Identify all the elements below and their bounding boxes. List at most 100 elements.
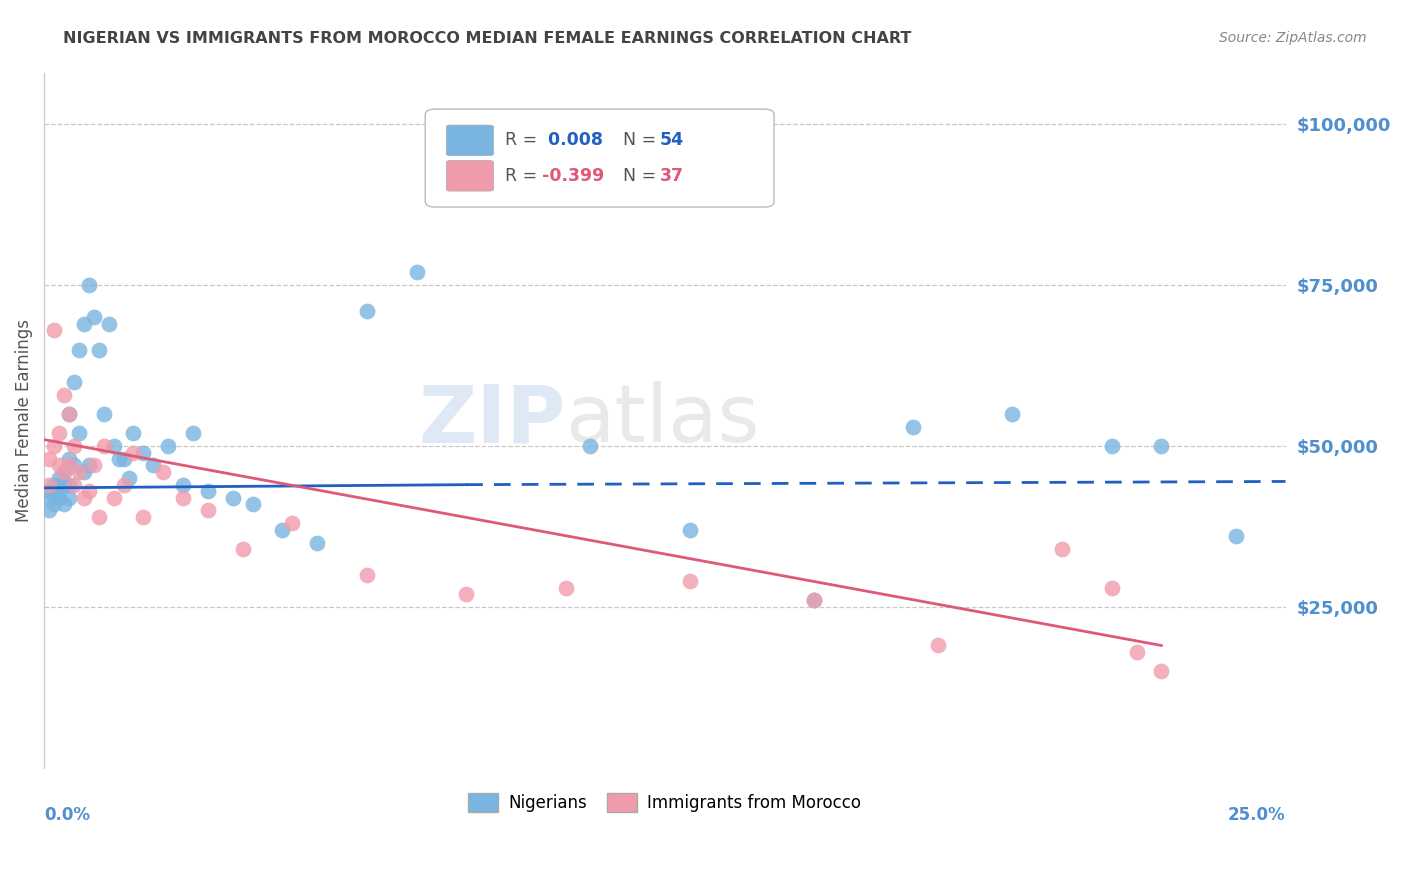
Point xyxy=(1101,439,1123,453)
Point xyxy=(112,477,135,491)
Point xyxy=(73,491,96,505)
Point xyxy=(112,452,135,467)
Point xyxy=(1101,581,1123,595)
Point xyxy=(58,407,80,421)
Text: Source: ZipAtlas.com: Source: ZipAtlas.com xyxy=(1219,31,1367,45)
Point xyxy=(97,317,120,331)
Point xyxy=(83,310,105,325)
Point xyxy=(83,458,105,473)
Point xyxy=(1150,439,1173,453)
Point xyxy=(405,265,427,279)
Point xyxy=(157,439,180,453)
Point xyxy=(456,587,478,601)
Point xyxy=(87,343,110,357)
Point xyxy=(181,426,204,441)
Point xyxy=(53,465,76,479)
Point xyxy=(232,541,254,556)
Point xyxy=(927,639,949,653)
Text: N =: N = xyxy=(623,131,661,149)
Point xyxy=(356,567,378,582)
Point xyxy=(803,593,825,607)
Text: NIGERIAN VS IMMIGRANTS FROM MOROCCO MEDIAN FEMALE EARNINGS CORRELATION CHART: NIGERIAN VS IMMIGRANTS FROM MOROCCO MEDI… xyxy=(63,31,911,46)
Point xyxy=(38,452,60,467)
Point xyxy=(63,458,86,473)
Point xyxy=(1225,529,1247,543)
Point xyxy=(197,484,219,499)
Point xyxy=(197,503,219,517)
Legend: Nigerians, Immigrants from Morocco: Nigerians, Immigrants from Morocco xyxy=(461,786,868,819)
Text: R =: R = xyxy=(505,131,543,149)
Point xyxy=(38,484,60,499)
Point xyxy=(87,509,110,524)
FancyBboxPatch shape xyxy=(446,125,494,155)
Point xyxy=(1050,541,1073,556)
Point xyxy=(132,445,155,459)
Point xyxy=(678,574,700,589)
Point xyxy=(1001,407,1024,421)
Point xyxy=(67,426,90,441)
Point xyxy=(58,477,80,491)
Point xyxy=(48,471,70,485)
Point xyxy=(93,439,115,453)
Point xyxy=(48,491,70,505)
Point xyxy=(38,503,60,517)
Text: 37: 37 xyxy=(659,167,683,185)
Point xyxy=(271,523,294,537)
Point xyxy=(67,343,90,357)
Point xyxy=(73,465,96,479)
Text: 25.0%: 25.0% xyxy=(1227,805,1285,824)
Y-axis label: Median Female Earnings: Median Female Earnings xyxy=(15,318,32,522)
Point xyxy=(356,304,378,318)
Point xyxy=(42,497,65,511)
Point xyxy=(58,491,80,505)
Point xyxy=(103,439,125,453)
Point xyxy=(122,445,145,459)
Point xyxy=(172,477,194,491)
Point xyxy=(456,175,478,189)
Point xyxy=(77,278,100,293)
Point xyxy=(678,523,700,537)
Point xyxy=(48,458,70,473)
Point xyxy=(38,477,60,491)
Point xyxy=(58,458,80,473)
Point xyxy=(42,323,65,337)
Point xyxy=(1150,664,1173,678)
Point xyxy=(242,497,264,511)
Text: -0.399: -0.399 xyxy=(541,167,605,185)
Point xyxy=(53,465,76,479)
Point xyxy=(222,491,245,505)
Point xyxy=(53,387,76,401)
Point xyxy=(107,452,129,467)
Point xyxy=(63,477,86,491)
Point xyxy=(58,407,80,421)
Point xyxy=(42,484,65,499)
Text: ZIP: ZIP xyxy=(418,382,565,459)
Point xyxy=(554,581,576,595)
Point xyxy=(901,419,924,434)
Point xyxy=(42,439,65,453)
Point xyxy=(579,439,602,453)
Point xyxy=(53,477,76,491)
Point xyxy=(1125,645,1147,659)
Point xyxy=(58,452,80,467)
Point xyxy=(77,484,100,499)
Text: N =: N = xyxy=(623,167,661,185)
Point xyxy=(142,458,165,473)
Point xyxy=(152,465,174,479)
Point xyxy=(38,491,60,505)
Point xyxy=(132,509,155,524)
Text: 0.008: 0.008 xyxy=(541,131,603,149)
Point xyxy=(122,426,145,441)
Text: 0.0%: 0.0% xyxy=(44,805,90,824)
Point xyxy=(63,439,86,453)
Point xyxy=(53,497,76,511)
Point xyxy=(67,465,90,479)
Text: 54: 54 xyxy=(659,131,683,149)
Point xyxy=(281,516,304,531)
Point xyxy=(73,317,96,331)
Point xyxy=(63,375,86,389)
Point xyxy=(103,491,125,505)
Point xyxy=(93,407,115,421)
Point xyxy=(307,535,329,549)
Point xyxy=(42,477,65,491)
